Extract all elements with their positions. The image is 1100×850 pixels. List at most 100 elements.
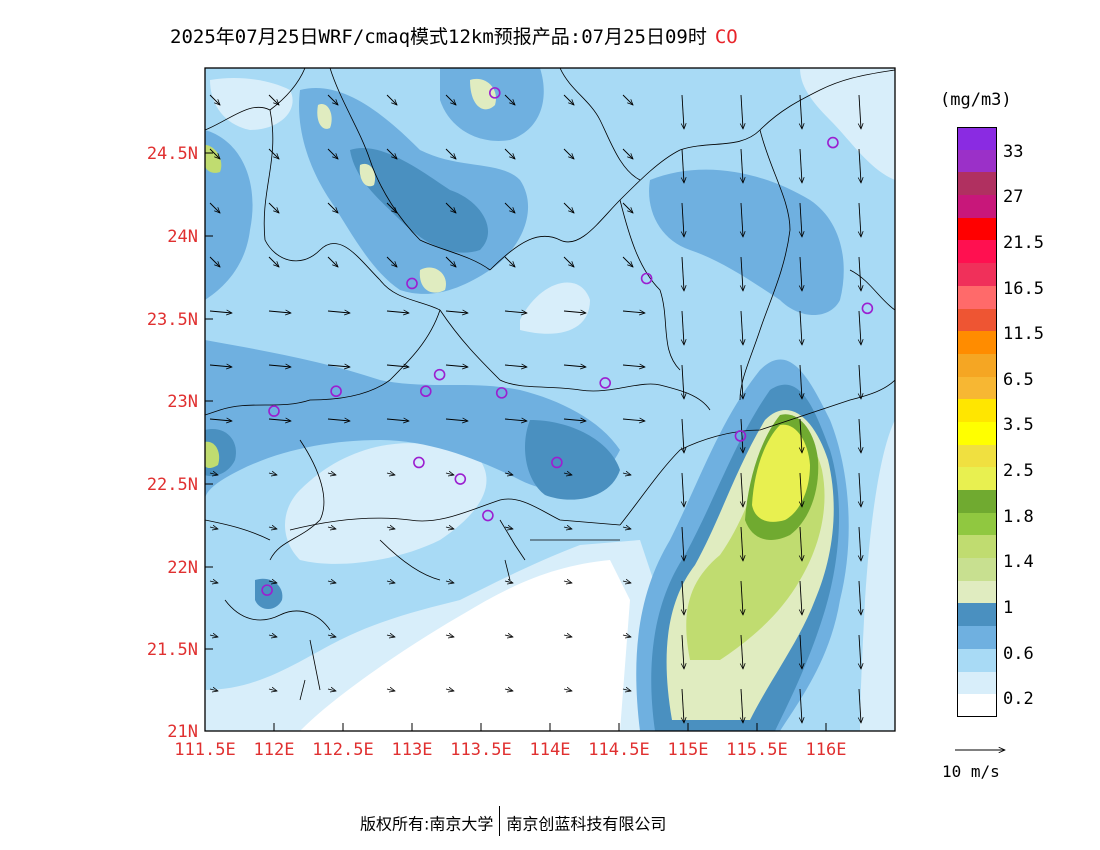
wind-vector xyxy=(445,94,456,105)
wind-vector xyxy=(445,419,468,421)
wind-vector xyxy=(386,689,395,691)
wind-vector xyxy=(800,418,802,453)
wind-vector xyxy=(209,689,218,691)
wind-vector xyxy=(563,256,574,267)
station-marker xyxy=(640,272,653,285)
wind-vector xyxy=(859,310,861,345)
station-marker xyxy=(261,584,273,596)
wind-vector xyxy=(741,580,743,615)
wind-vector xyxy=(682,364,684,399)
x-tick-label: 113E xyxy=(391,740,433,760)
wind-vector xyxy=(445,635,454,637)
wind-vector xyxy=(622,148,633,159)
x-tick-label: 116E xyxy=(805,740,847,760)
wind-vector xyxy=(859,526,861,561)
station-marker xyxy=(488,87,501,99)
wind-vector xyxy=(800,364,802,399)
wind-vector xyxy=(445,365,468,367)
wind-vector xyxy=(800,580,802,615)
colorbar-swatch xyxy=(957,580,997,604)
footer-divider xyxy=(499,806,501,836)
wind-vector xyxy=(209,581,218,583)
wind-vector xyxy=(445,527,454,529)
species-label: CO xyxy=(714,26,738,48)
wind-vector xyxy=(504,256,515,267)
wind-vector xyxy=(800,310,802,345)
wind-vector xyxy=(445,256,456,267)
wind-vector xyxy=(563,311,586,313)
wind-vector xyxy=(622,419,645,421)
wind-vector xyxy=(504,635,513,637)
y-tick-label: 22N xyxy=(167,558,198,578)
wind-vector xyxy=(504,94,515,105)
colorbar-swatch xyxy=(957,263,997,286)
wind-vector xyxy=(741,202,743,237)
colorbar-label: 33 xyxy=(1003,142,1024,162)
colorbar-swatch xyxy=(957,127,997,150)
station-marker xyxy=(406,277,418,290)
colorbar-units: (mg/m3) xyxy=(940,90,1012,110)
y-tick-label: 24.5N xyxy=(146,144,198,164)
wind-vector xyxy=(622,527,631,529)
wind-vector xyxy=(445,473,454,475)
wind-vector xyxy=(800,526,802,561)
wind-vector xyxy=(563,148,574,159)
wind-vector xyxy=(859,256,861,291)
wind-vector xyxy=(563,689,572,691)
wind-vector xyxy=(622,581,631,583)
y-tick-label: 23N xyxy=(167,392,198,412)
wind-vector xyxy=(800,94,802,129)
wind-vector xyxy=(741,148,743,183)
colorbar-label: 0.6 xyxy=(1003,644,1034,664)
station-marker xyxy=(827,136,839,149)
wind-vector xyxy=(741,526,743,561)
wind-vector xyxy=(209,311,232,313)
wind-vector xyxy=(741,94,743,129)
wind-vector xyxy=(209,365,232,367)
wind-vector xyxy=(327,365,350,367)
y-tick-label: 21.5N xyxy=(146,640,198,660)
wind-vector xyxy=(209,202,220,213)
wind-vector xyxy=(327,202,338,213)
wind-vector xyxy=(327,473,336,475)
wind-vector xyxy=(563,202,574,213)
colorbar-swatch xyxy=(957,376,997,400)
wind-vector xyxy=(504,689,513,691)
station-marker xyxy=(419,385,432,398)
wind-vector xyxy=(386,202,397,213)
y-tick-label: 24N xyxy=(167,227,198,247)
wind-vector xyxy=(504,365,527,367)
colorbar-swatch xyxy=(957,603,997,627)
colorbar-swatch xyxy=(957,694,997,717)
wind-vector xyxy=(445,311,468,313)
wind-vector xyxy=(268,365,291,367)
wind-vector xyxy=(682,256,684,291)
wind-vector xyxy=(741,310,743,345)
wind-vector xyxy=(445,148,456,159)
wind-vector xyxy=(445,689,454,691)
wind-vector xyxy=(563,365,586,367)
wind-vector xyxy=(682,580,684,615)
vector-reference-label: 10 m/s xyxy=(942,762,1000,781)
wind-vector xyxy=(386,527,395,529)
wind-vector xyxy=(859,202,861,237)
x-tick-label: 115E xyxy=(667,740,709,760)
wind-vector xyxy=(682,202,684,237)
x-tick-label: 115.5E xyxy=(726,740,788,760)
station-marker xyxy=(861,302,874,315)
colorbar-label: 16.5 xyxy=(1003,279,1044,299)
wind-vector xyxy=(268,202,279,213)
x-tick-label: 114.5E xyxy=(588,740,650,760)
colorbar-swatch xyxy=(957,512,997,536)
wind-vector xyxy=(209,527,218,529)
colorbar-swatch xyxy=(957,149,997,173)
colorbar-label: 3.5 xyxy=(1003,415,1034,435)
station-marker xyxy=(330,385,342,398)
wind-vector xyxy=(682,688,684,723)
wind-vector xyxy=(859,688,861,723)
wind-vector xyxy=(563,527,572,529)
wind-vector xyxy=(800,688,802,723)
wind-vector xyxy=(682,526,684,561)
wind-vector xyxy=(386,256,397,267)
